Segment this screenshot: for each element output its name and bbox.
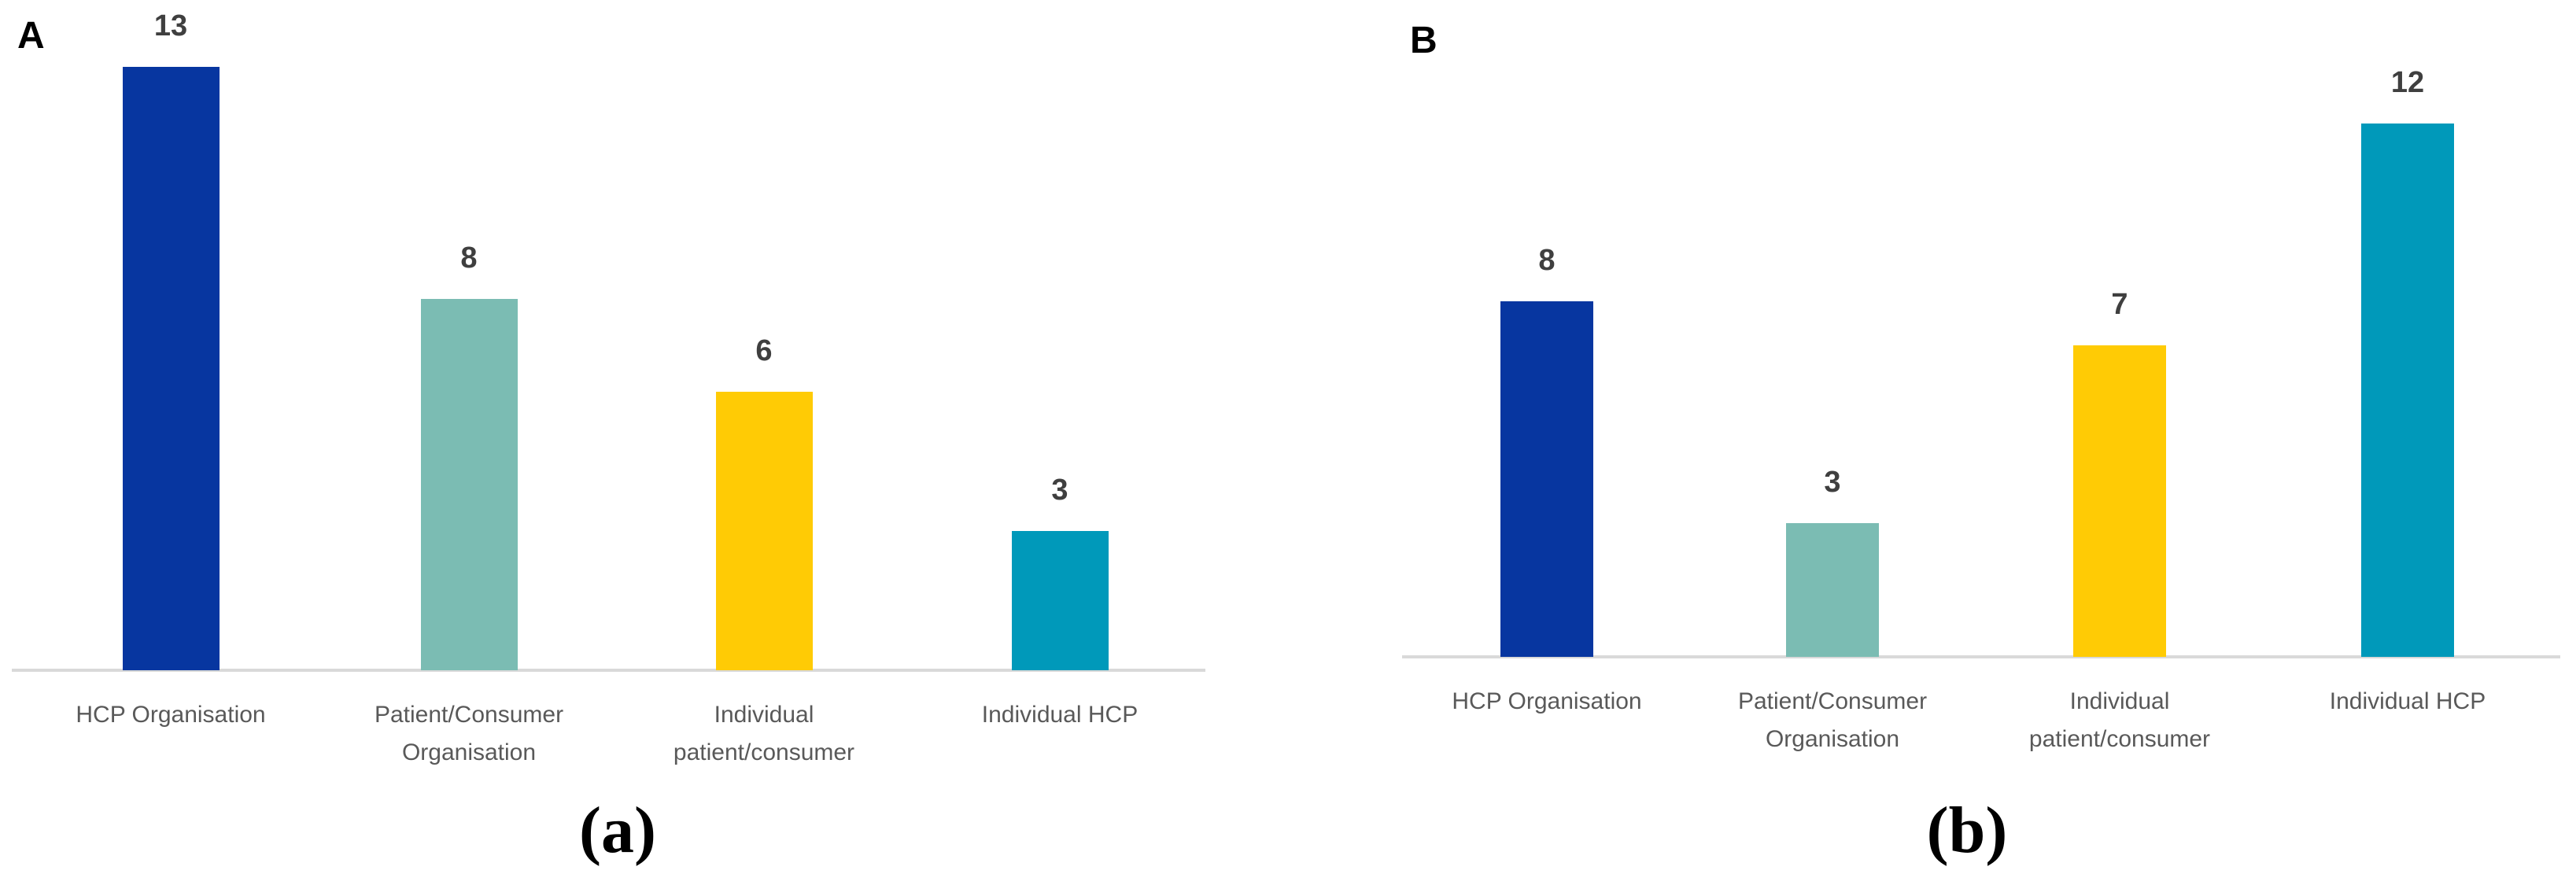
panel-a-caption: (a)	[579, 794, 656, 867]
panel-a-value-label-hcp-organisation: 13	[153, 9, 188, 42]
panel-b-category-label-individual-hcp: Individual HCP	[2250, 683, 2565, 721]
panel-b-category-label-individual-patient-consumer: Individual patient/consumer	[1962, 683, 2277, 758]
panel-b-bar-individual-patient-consumer	[2073, 345, 2166, 657]
category-label-line: Patient/Consumer	[1737, 688, 1928, 714]
panel-a-value-label-individual-hcp: 3	[1051, 474, 1068, 507]
panel-a-value-label-individual-patient-consumer: 6	[755, 334, 773, 367]
panel-a-category-label-individual-patient-consumer: Individual patient/consumer	[607, 696, 921, 772]
panel-b-caption: (b)	[1926, 794, 2008, 867]
panel-b-value-label-individual-patient-consumer: 7	[2111, 288, 2128, 321]
panel-a-category-label-hcp-organisation: HCP Organisation	[13, 696, 328, 734]
panel-b-value-label-patient-consumer-organisation: 3	[1824, 466, 1841, 499]
category-label-line: patient/consumer	[2028, 726, 2211, 752]
panel-a-bar-individual-hcp	[1011, 531, 1109, 670]
panel-b-axis-line	[1402, 655, 2560, 658]
category-label-line: patient/consumer	[673, 739, 855, 765]
panel-a-category-label-patient-consumer-organisation: Patient/Consumer Organisation	[312, 696, 626, 772]
panel-b-value-label-individual-hcp: 12	[2390, 66, 2425, 99]
panel-b-bar-individual-hcp	[2361, 124, 2454, 657]
panel-a-bar-patient-consumer-organisation	[420, 299, 518, 670]
category-label-line: Organisation	[401, 739, 537, 765]
panel-a-category-label-individual-hcp: Individual HCP	[902, 696, 1217, 734]
panel-a-axis-line	[12, 669, 1205, 672]
category-label-line: Organisation	[1765, 726, 1900, 752]
category-label-line: Individual HCP	[981, 702, 1139, 728]
category-label-line: HCP Organisation	[1452, 688, 1642, 714]
category-label-line: HCP Organisation	[76, 702, 266, 728]
panel-b-bar-patient-consumer-organisation	[1786, 523, 1879, 657]
category-label-line: Individual	[2069, 688, 2170, 714]
panel-b-letter: B	[1410, 20, 1437, 61]
panel-a-bar-individual-patient-consumer	[715, 392, 813, 670]
panel-b-category-label-hcp-organisation: HCP Organisation	[1389, 683, 1704, 721]
panel-a-bar-hcp-organisation	[122, 67, 220, 670]
panel-a-value-label-patient-consumer-organisation: 8	[460, 242, 478, 275]
panel-a-letter: A	[17, 15, 45, 57]
category-label-line: Individual	[714, 702, 814, 728]
category-label-line: Patient/Consumer	[374, 702, 564, 728]
panel-b-value-label-hcp-organisation: 8	[1538, 244, 1556, 277]
panel-b-category-label-patient-consumer-organisation: Patient/Consumer Organisation	[1675, 683, 1990, 758]
panel-b-bar-hcp-organisation	[1500, 301, 1593, 657]
category-label-line: Individual HCP	[2329, 688, 2486, 714]
